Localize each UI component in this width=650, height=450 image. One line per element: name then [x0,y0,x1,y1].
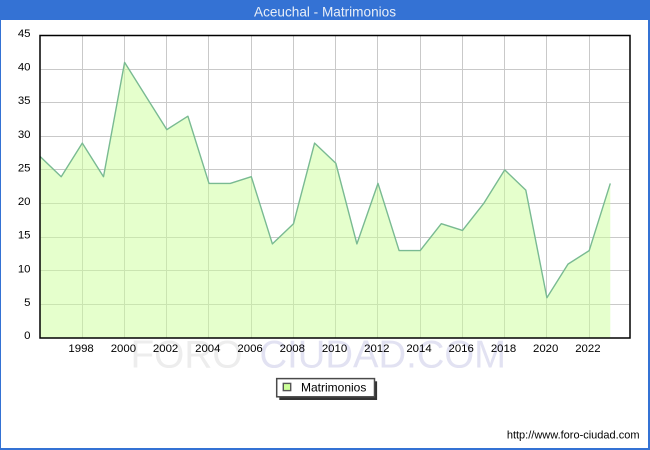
svg-text:2004: 2004 [195,343,220,355]
svg-text:2000: 2000 [111,343,136,355]
svg-text:10: 10 [18,263,31,275]
svg-text:30: 30 [18,129,31,141]
svg-text:CIUDAD.COM: CIUDAD.COM [260,334,507,377]
svg-text:1998: 1998 [68,343,93,355]
svg-text:2018: 2018 [491,343,516,355]
svg-text:0: 0 [24,330,30,342]
svg-text:Aceuchal - Matrimonios: Aceuchal - Matrimonios [254,3,396,19]
svg-text:25: 25 [18,163,31,175]
svg-text:2016: 2016 [449,343,474,355]
svg-text:http://www.foro-ciudad.com: http://www.foro-ciudad.com [507,430,640,442]
svg-text:20: 20 [18,196,31,208]
svg-text:2008: 2008 [280,343,305,355]
svg-text:45: 45 [18,28,31,40]
svg-text:2012: 2012 [364,343,389,355]
svg-text:Matrimonios: Matrimonios [301,381,366,395]
svg-text:2020: 2020 [533,343,558,355]
svg-text:40: 40 [18,62,31,74]
svg-text:35: 35 [18,95,31,107]
svg-text:FORO: FORO [131,334,243,377]
svg-text:2010: 2010 [322,343,347,355]
svg-text:2006: 2006 [237,343,262,355]
svg-text:2014: 2014 [406,343,431,355]
svg-text:2002: 2002 [153,343,178,355]
svg-text:5: 5 [24,297,30,309]
svg-text:2022: 2022 [575,343,600,355]
svg-text:15: 15 [18,230,31,242]
